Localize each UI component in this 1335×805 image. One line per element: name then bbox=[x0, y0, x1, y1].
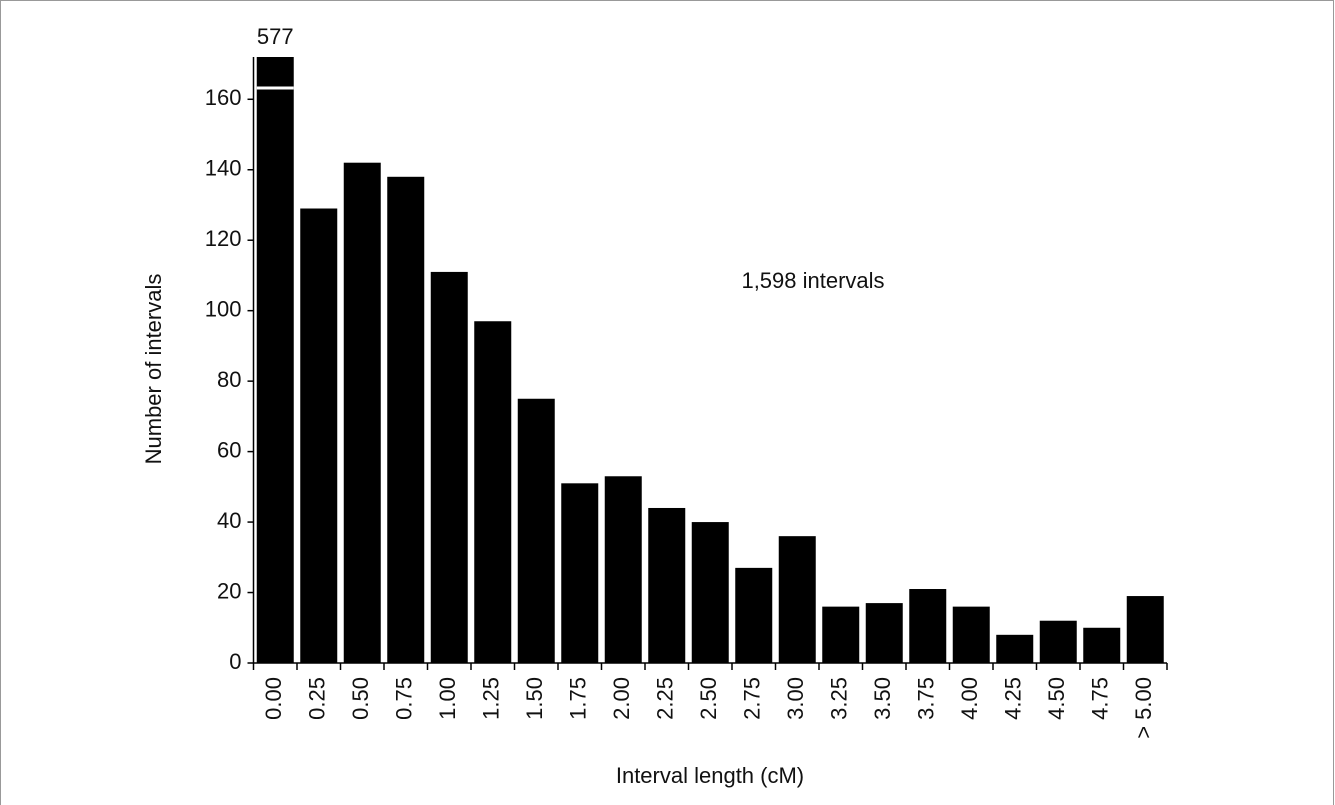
x-tick-label: > 5.00 bbox=[1131, 677, 1156, 739]
x-tick-label: 2.00 bbox=[609, 677, 634, 720]
bar bbox=[517, 398, 555, 663]
y-axis-label: Number of intervals bbox=[141, 274, 166, 465]
bar bbox=[822, 606, 860, 663]
y-tick-label: 40 bbox=[217, 508, 241, 533]
x-tick-label: 1.75 bbox=[566, 677, 591, 720]
bar bbox=[256, 57, 294, 663]
bar bbox=[996, 634, 1034, 663]
x-tick-label: 4.50 bbox=[1044, 677, 1069, 720]
x-tick-label: 3.50 bbox=[870, 677, 895, 720]
x-axis-label: Interval length (cM) bbox=[616, 763, 804, 788]
x-tick-label: 2.25 bbox=[653, 677, 678, 720]
value-label: 577 bbox=[257, 24, 294, 49]
x-tick-label: 4.25 bbox=[1001, 677, 1026, 720]
y-tick-label: 120 bbox=[205, 226, 242, 251]
x-tick-label: 0.75 bbox=[392, 677, 417, 720]
x-tick-label: 3.00 bbox=[783, 677, 808, 720]
x-tick-label: 2.75 bbox=[740, 677, 765, 720]
bar bbox=[387, 176, 425, 663]
y-tick-label: 0 bbox=[229, 649, 241, 674]
bar bbox=[1039, 620, 1077, 663]
annotation: 1,598 intervals bbox=[741, 268, 884, 293]
x-tick-label: 4.75 bbox=[1088, 677, 1113, 720]
y-tick-label: 80 bbox=[217, 367, 241, 392]
bar bbox=[430, 271, 468, 663]
bar bbox=[865, 603, 903, 663]
bar bbox=[648, 507, 686, 663]
x-tick-label: 0.25 bbox=[305, 677, 330, 720]
x-tick-label: 2.50 bbox=[696, 677, 721, 720]
y-tick-label: 140 bbox=[205, 156, 242, 181]
x-tick-label: 1.25 bbox=[479, 677, 504, 720]
x-tick-label: 0.00 bbox=[261, 677, 286, 720]
bar bbox=[300, 208, 338, 663]
bar bbox=[561, 483, 599, 663]
bar bbox=[474, 321, 512, 663]
y-tick-label: 160 bbox=[205, 85, 242, 110]
x-tick-label: 1.00 bbox=[435, 677, 460, 720]
bar bbox=[952, 606, 990, 663]
bar bbox=[735, 567, 773, 663]
bar bbox=[691, 522, 729, 663]
bar bbox=[909, 589, 947, 663]
bar bbox=[778, 536, 816, 663]
x-tick-label: 4.00 bbox=[957, 677, 982, 720]
y-tick-label: 60 bbox=[217, 437, 241, 462]
x-tick-label: 0.50 bbox=[348, 677, 373, 720]
bar bbox=[343, 162, 381, 663]
bar bbox=[604, 476, 642, 663]
bar bbox=[1083, 627, 1121, 663]
x-tick-label: 3.25 bbox=[827, 677, 852, 720]
y-tick-label: 100 bbox=[205, 296, 242, 321]
x-tick-label: 3.75 bbox=[914, 677, 939, 720]
x-tick-label: 1.50 bbox=[522, 677, 547, 720]
bar bbox=[1126, 596, 1164, 663]
y-tick-label: 20 bbox=[217, 578, 241, 603]
